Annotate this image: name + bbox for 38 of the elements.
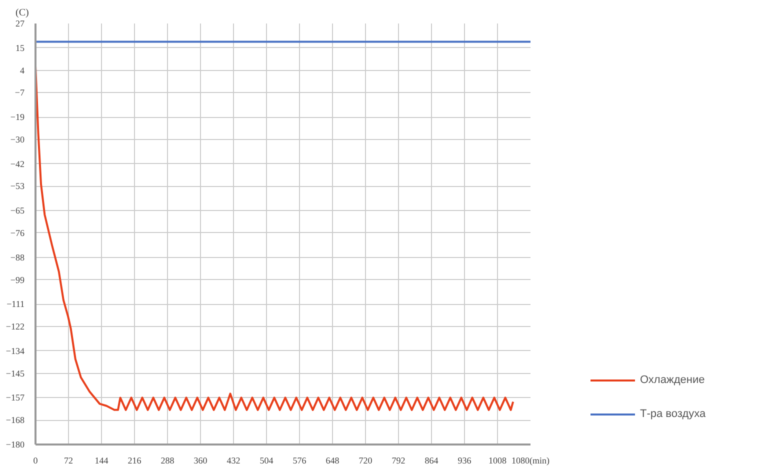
x-tick-label: 792 bbox=[392, 456, 406, 466]
y-tick-label: −111 bbox=[6, 299, 25, 310]
y-axis-title: (C) bbox=[16, 8, 29, 18]
y-tick-label: −7 bbox=[14, 88, 25, 98]
x-tick-label: 1080(min) bbox=[512, 456, 550, 466]
y-tick-label: −53 bbox=[10, 181, 25, 192]
x-tick-label: 144 bbox=[94, 456, 109, 466]
y-tick-label: −99 bbox=[10, 274, 25, 285]
y-tick-label: −145 bbox=[6, 368, 25, 378]
y-tick-label: −168 bbox=[6, 415, 25, 426]
x-tick-label: 288 bbox=[160, 456, 175, 466]
legend-label: Охлаждение bbox=[640, 374, 705, 386]
x-tick-label: 864 bbox=[424, 456, 439, 466]
x-tick-label: 720 bbox=[358, 456, 373, 466]
y-tick-label: −134 bbox=[6, 346, 25, 356]
y-tick-label: −65 bbox=[10, 206, 25, 216]
y-tick-label: −157 bbox=[6, 392, 25, 403]
x-tick-label: 936 bbox=[458, 456, 472, 466]
y-tick-label: −122 bbox=[6, 322, 24, 332]
x-tick-label: 1008 bbox=[488, 456, 507, 466]
x-tick-label: 216 bbox=[128, 456, 142, 466]
x-tick-label: 72 bbox=[64, 456, 73, 466]
legend-label: Т-ра воздуха bbox=[640, 408, 706, 420]
y-tick-label: −42 bbox=[10, 158, 24, 169]
y-tick-label: −30 bbox=[10, 134, 25, 144]
y-tick-label: −76 bbox=[10, 228, 25, 238]
y-tick-label: 15 bbox=[16, 42, 25, 53]
x-tick-label: 432 bbox=[226, 456, 240, 466]
x-tick-label: 504 bbox=[260, 456, 274, 466]
x-tick-label: 360 bbox=[194, 456, 208, 466]
x-tick-label: 648 bbox=[326, 456, 340, 466]
y-tick-label: −19 bbox=[10, 112, 25, 122]
x-tick-label: 576 bbox=[292, 456, 307, 466]
x-tick-label: 0 bbox=[33, 456, 38, 466]
y-tick-label: 27 bbox=[16, 18, 25, 28]
y-tick-label: −88 bbox=[10, 252, 25, 262]
y-tick-label: 4 bbox=[20, 65, 25, 76]
y-tick-label: −180 bbox=[6, 440, 25, 450]
